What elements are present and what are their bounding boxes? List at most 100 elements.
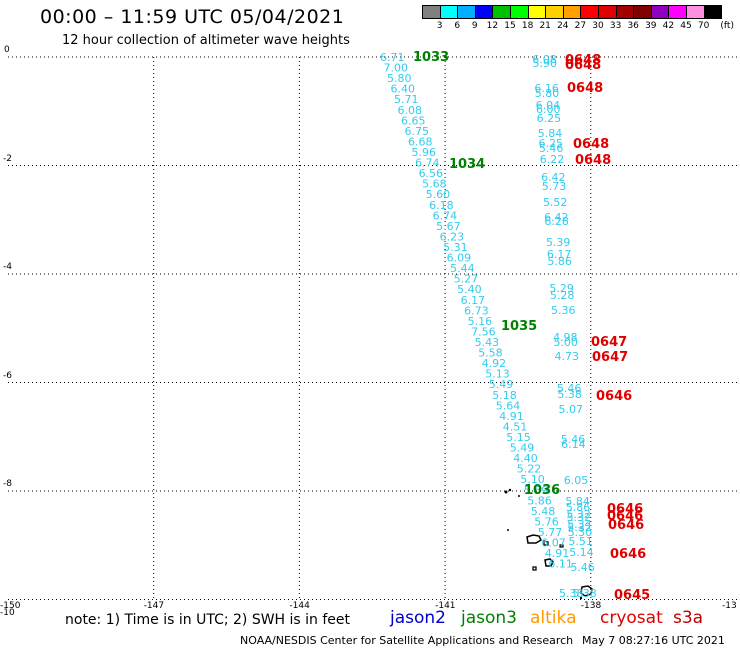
cryosat-time-label: 0645 [614, 588, 650, 603]
cryosat-time-label: 0648 [565, 53, 601, 68]
island-outline [543, 540, 549, 546]
legend-tick-label: 9 [471, 21, 478, 31]
cryosat-time-label: 0648 [567, 81, 603, 96]
satellite-key-jason3: jason3 [461, 608, 517, 628]
jason3-wave-height: 5.15 [506, 431, 530, 444]
island-dot [508, 488, 512, 492]
jason3-wave-height: 5.76 [534, 515, 559, 528]
cryosat-wave-height: 5.84 [538, 127, 563, 140]
footer-note: note: 1) Time is in UTC; 2) SWH is in fe… [65, 612, 351, 628]
island-outline [532, 566, 537, 571]
cryosat-wave-height: 5.52 [543, 196, 568, 209]
cryosat-wave-height: 5.51 [568, 535, 593, 548]
legend-tick-label: 42 [662, 21, 675, 31]
jason3-wave-height: 4.40 [513, 452, 538, 465]
jason3-wave-height: 6.68 [408, 135, 433, 148]
cryosat-wave-height: 5.86 [547, 255, 572, 268]
cryosat-wave-height: 6.25 [539, 137, 564, 150]
cryosat-wave-height: 5.29 [549, 282, 574, 295]
cryosat-time-label: 0646 [608, 518, 644, 533]
legend-tick-label: 39 [645, 21, 657, 31]
island-dot [504, 490, 508, 494]
legend-tick-label: 36 [627, 21, 639, 31]
legend-tick-label: 27 [574, 21, 587, 31]
cryosat-wave-height: 6.14 [561, 438, 586, 451]
jason3-wave-height: 5.10 [520, 473, 545, 486]
x-axis-tick-label: -144 [289, 601, 310, 611]
jason3-wave-height: 6.18 [429, 199, 454, 212]
jason3-time-label: 1034 [449, 157, 485, 172]
island-outlines [504, 488, 593, 600]
cryosat-time-label: 0646 [610, 547, 646, 562]
y-axis-tick-label: -2 [3, 153, 12, 164]
x-axis-tick-label: -147 [143, 601, 165, 611]
cryosat-wave-height: 6.16 [534, 82, 559, 95]
cryosat-wave-height: 5.32 [567, 511, 592, 524]
jason3-wave-height: 5.68 [422, 178, 447, 191]
jason3-wave-height: 5.13 [485, 368, 510, 381]
jason3-wave-height: 6.56 [419, 167, 444, 180]
jason3-time-label: 1033 [413, 50, 449, 65]
y-axis-tick-label: -8 [3, 479, 12, 489]
island-outline [580, 585, 593, 597]
island-dot [518, 495, 520, 497]
jason3-wave-height: 6.73 [464, 304, 489, 317]
jason3-wave-height: 5.49 [489, 378, 514, 391]
page-title: 00:00 – 11:59 UTC 05/04/2021 [40, 6, 345, 28]
jason3-wave-height: 6.11 [548, 558, 573, 571]
jason3-wave-height: 7.56 [471, 325, 496, 338]
satellite-key-cryosat: cryosat [600, 608, 663, 628]
jason3-wave-height: 6.65 [401, 114, 426, 127]
legend-tick-label: 30 [592, 21, 604, 31]
jason3-wave-height: 6.74 [433, 209, 458, 222]
jason3-wave-height: 6.09 [447, 252, 472, 265]
cryosat-wave-height: 5.38 [557, 388, 582, 401]
track-marks: 6.717.005.806.405.716.086.656.756.685.96… [380, 50, 650, 603]
jason3-wave-height: 5.59 [524, 484, 549, 497]
jason3-wave-height: 5.58 [478, 347, 503, 360]
x-axis-tick-label: -138 [580, 601, 602, 611]
jason3-wave-height: 5.96 [412, 146, 437, 159]
cryosat-wave-height: 5.30 [568, 526, 593, 539]
jason3-wave-height: 4.91 [545, 547, 570, 560]
jason3-wave-height: 5.38 [559, 587, 584, 600]
cryosat-wave-height: 5.36 [551, 304, 576, 317]
cryosat-wave-height: 5.32 [567, 521, 592, 534]
legend-tick-label: 15 [504, 21, 516, 31]
jason3-wave-height: 5.31 [443, 241, 468, 254]
cryosat-wave-height: 6.04 [536, 99, 561, 112]
cryosat-time-label: 0646 [607, 502, 643, 517]
cryosat-wave-height: 5.46 [539, 142, 564, 155]
cryosat-wave-height: 6.42 [544, 211, 569, 224]
cryosat-wave-height: 6.25 [537, 112, 562, 125]
cryosat-wave-height: 6.05 [564, 474, 589, 487]
cryosat-wave-height: 5.46 [570, 561, 595, 574]
cryosat-wave-height: 6.00 [536, 103, 561, 116]
jason3-wave-height: 5.77 [538, 526, 563, 539]
cryosat-time-label: 0648 [575, 153, 611, 168]
jason3-wave-height: 5.71 [394, 93, 419, 106]
cryosat-wave-height: 5.90 [533, 57, 558, 70]
jason3-wave-height: 4.91 [499, 410, 524, 423]
grid-lines [8, 56, 738, 600]
satellite-key-s3a: s3a [673, 608, 704, 628]
jason3-wave-height: 6.75 [405, 125, 430, 138]
cryosat-wave-height: 4.73 [555, 350, 580, 363]
jason3-wave-height: 5.16 [468, 315, 493, 328]
cryosat-time-label: 0648 [573, 137, 609, 152]
cryosat-wave-height: 5.38 [572, 587, 597, 600]
cryosat-wave-height: 5.46 [557, 382, 582, 395]
legend-tick-label: 3 [436, 21, 443, 31]
jason3-wave-height: 4.92 [482, 357, 507, 370]
jason3-wave-height: 6.07 [541, 537, 566, 550]
cryosat-wave-height: 6.17 [547, 248, 572, 261]
credit-text: NOAA/NESDIS Center for Satellite Applica… [240, 634, 574, 647]
cryosat-wave-height: 5.84 [565, 495, 590, 508]
jason3-wave-height: 5.48 [531, 505, 556, 518]
x-axis-tick-label: -141 [435, 601, 456, 611]
cryosat-time-label: 0648 [565, 58, 601, 73]
timestamp: May 7 08:27:16 UTC 2021 [582, 634, 725, 647]
jason3-wave-height: 5.18 [492, 389, 517, 402]
